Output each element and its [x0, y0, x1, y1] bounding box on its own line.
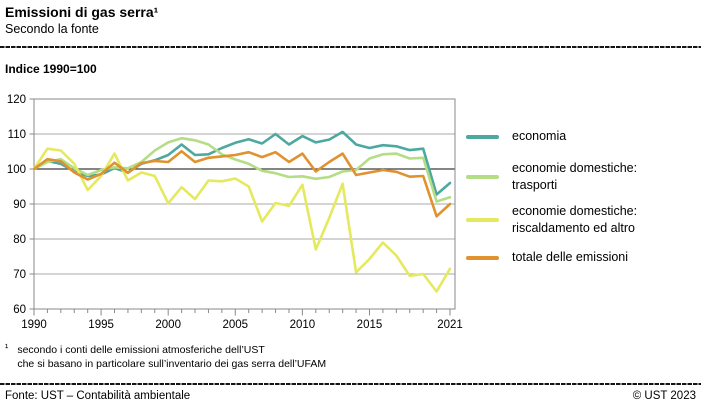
x-tick-label-2015: 2015 — [357, 319, 383, 331]
y-tick-label-110: 110 — [8, 129, 26, 141]
index-note: Indice 1990=100 — [5, 62, 97, 76]
legend-swatch-2 — [466, 218, 499, 222]
x-tick-label-1990: 1990 — [21, 319, 47, 331]
footnote: ¹ secondo i conti delle emissioni atmosf… — [5, 343, 327, 371]
footer-copyright: © UST 2023 — [632, 390, 696, 402]
legend-item-0: economia — [466, 128, 566, 145]
legend-label-0: economia — [512, 129, 567, 143]
legend-item-1: economie domestiche: trasporti — [466, 160, 637, 194]
legend-label-2: economie domestiche: riscaldamento ed al… — [512, 204, 638, 235]
x-tick-label-2010: 2010 — [290, 319, 316, 331]
y-tick-label-70: 70 — [13, 269, 26, 281]
y-tick-label-80: 80 — [13, 234, 26, 246]
page-subtitle: Secondo la fonte — [5, 22, 99, 36]
legend-swatch-1 — [466, 175, 499, 179]
series-line-0 — [32, 130, 452, 196]
x-tick-label-1995: 1995 — [88, 319, 114, 331]
footnote-marker: ¹ — [5, 343, 9, 354]
y-tick-label-100: 100 — [7, 164, 26, 176]
x-tick-label-2000: 2000 — [155, 319, 181, 331]
footer-separator-line — [0, 383, 701, 385]
series-line-1 — [32, 136, 452, 203]
legend-label-3: totale delle emissioni — [512, 250, 629, 264]
x-tick-label-2021: 2021 — [437, 319, 463, 331]
legend-item-3: totale delle emissioni — [466, 249, 628, 266]
chart-svg: 1990 1995 2000 2005 2010 2015 2021 60 70 80 90 100 1… — [7, 94, 463, 331]
legend-swatch-3 — [466, 255, 499, 260]
series-line-3 — [32, 149, 452, 218]
legend-swatch-0 — [466, 134, 499, 139]
page-title: Emissioni di gas serra¹ — [5, 4, 159, 20]
y-tick-label-60: 60 — [13, 304, 26, 316]
footnote-text: secondo i conti delle emissioni atmosfer… — [17, 344, 327, 370]
footer-source: Fonte: UST – Contabilità ambientale — [5, 390, 191, 402]
x-tick-label-2005: 2005 — [222, 319, 248, 331]
header-separator-line — [0, 46, 701, 48]
legend-item-2: economie domestiche: riscaldamento ed al… — [466, 203, 637, 237]
y-tick-label-90: 90 — [13, 199, 26, 211]
y-tick-label-120: 120 — [7, 94, 26, 106]
legend-label-1: economie domestiche: trasporti — [512, 161, 638, 192]
